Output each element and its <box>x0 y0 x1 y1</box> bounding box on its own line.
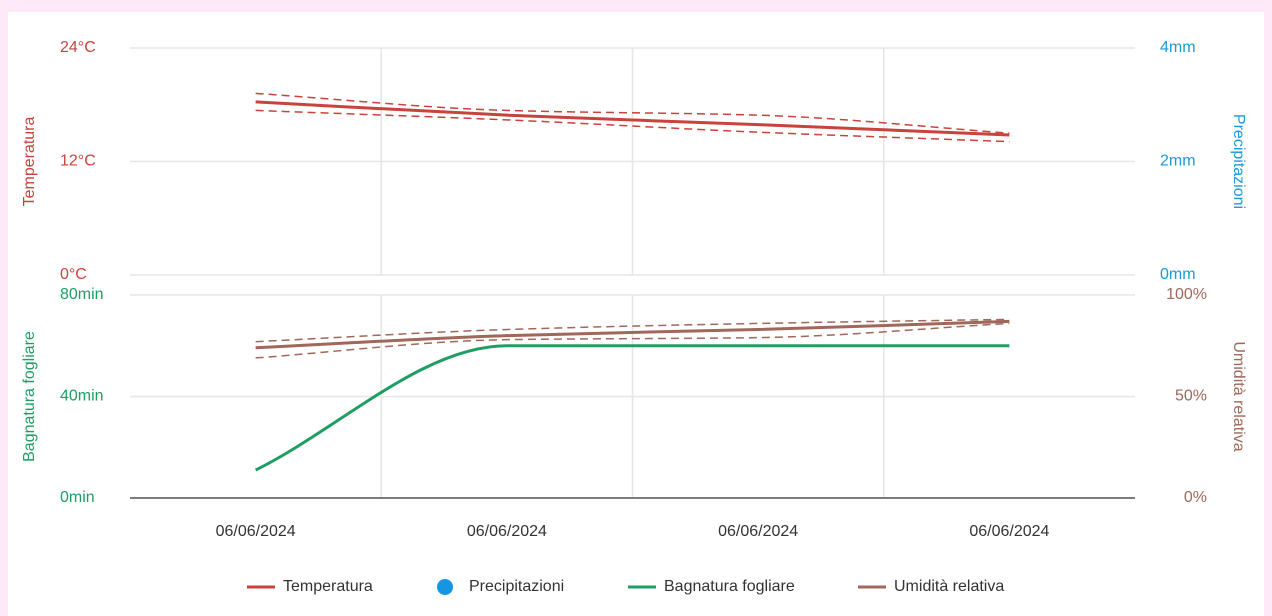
range-line <box>255 92 1010 134</box>
y2-tick-label: 0mm <box>1160 266 1196 283</box>
x-tick-label: 06/06/2024 <box>969 523 1049 540</box>
series-line <box>255 319 1010 350</box>
y2-axis-title: Umidità relativa <box>1230 341 1247 451</box>
y-axis-title: Bagnatura fogliare <box>21 331 38 462</box>
y-axis-title: Temperatura <box>21 116 38 206</box>
legend-label: Bagnatura fogliare <box>664 578 795 595</box>
range-line <box>255 109 1010 143</box>
y-tick-label: 40min <box>60 388 104 405</box>
y2-tick-label: 4mm <box>1160 39 1196 56</box>
y-tick-label: 12°C <box>60 153 96 170</box>
x-tick-label: 06/06/2024 <box>467 523 547 540</box>
y2-tick-label: 2mm <box>1160 153 1196 170</box>
y-tick-label: 80min <box>60 286 104 303</box>
range-line <box>255 318 1010 343</box>
range-line <box>255 322 1010 359</box>
legend-label: Umidità relativa <box>894 578 1004 595</box>
legend-label: Precipitazioni <box>469 578 564 595</box>
x-tick-label: 06/06/2024 <box>718 523 798 540</box>
series-line <box>255 100 1010 137</box>
y-tick-label: 0min <box>60 489 95 506</box>
legend-label: Temperatura <box>283 578 373 595</box>
y2-tick-label: 100% <box>1166 286 1207 303</box>
legend-swatch <box>437 579 453 595</box>
y-tick-label: 24°C <box>60 39 96 56</box>
series-line <box>254 344 1010 472</box>
x-tick-label: 06/06/2024 <box>216 523 296 540</box>
y-tick-label: 0°C <box>60 266 87 283</box>
y2-tick-label: 50% <box>1175 388 1207 405</box>
y2-axis-title: Precipitazioni <box>1230 114 1247 209</box>
y2-tick-label: 0% <box>1184 489 1207 506</box>
